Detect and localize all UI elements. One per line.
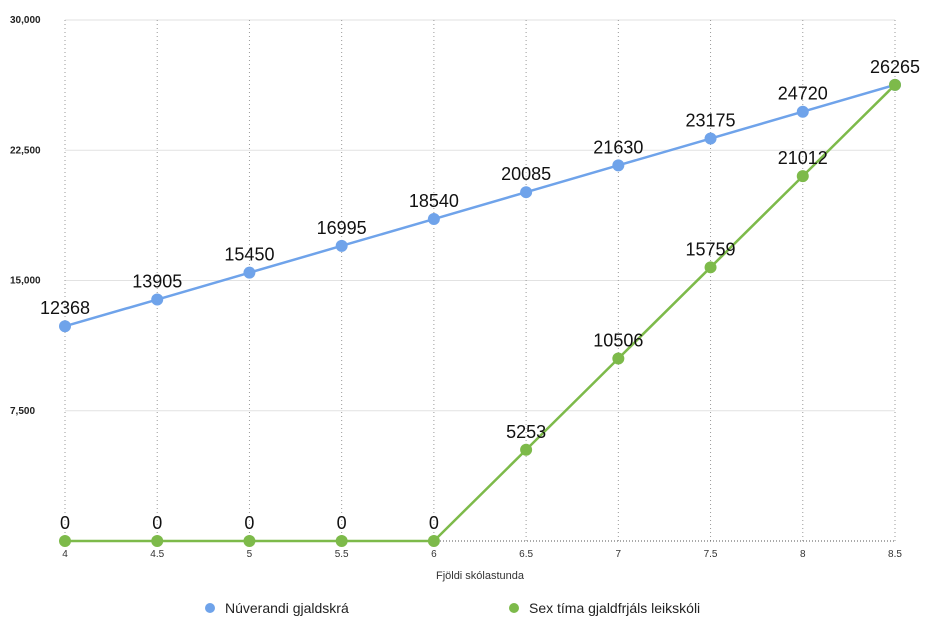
data-label: 18540 — [409, 191, 459, 211]
y-tick-label: 22,500 — [10, 145, 41, 156]
legend-item: Núverandi gjaldskrá — [205, 600, 349, 616]
data-label: 21630 — [593, 137, 643, 157]
data-point — [151, 293, 164, 306]
data-point — [151, 535, 164, 547]
x-tick-label: 8.5 — [888, 549, 902, 560]
series-line — [65, 83, 896, 543]
data-point — [59, 535, 71, 547]
data-point — [704, 132, 717, 145]
data-label: 15759 — [686, 239, 736, 259]
data-label: 0 — [337, 513, 347, 533]
x-axis-label: Fjöldi skólastunda — [436, 570, 525, 582]
data-label: 5253 — [506, 422, 546, 442]
series-group — [59, 78, 901, 547]
data-point — [612, 352, 625, 365]
data-point — [427, 213, 440, 226]
data-point — [427, 535, 440, 547]
data-label: 15450 — [224, 245, 274, 265]
data-labels: 12368 13905 15450 16995 18540 20085 21630 23175… — [40, 57, 920, 533]
x-axis-ticks: 4 4.5 5 5.5 6 6.5 7 7.5 8 8.5 — [62, 549, 902, 560]
data-label: 16995 — [317, 218, 367, 238]
grid — [64, 19, 896, 542]
data-label: 24720 — [778, 84, 828, 104]
data-point — [243, 266, 256, 279]
x-tick-label: 5 — [247, 549, 253, 560]
line-chart: 7,500 15,000 22,500 30,000 4 4.5 5 5.5 6 6.5 7 7.5… — [10, 15, 920, 582]
legend-label: Sex tíma gjaldfrjáls leikskóli — [529, 600, 701, 616]
data-label: 0 — [60, 513, 70, 533]
data-point — [335, 535, 348, 547]
data-label: 0 — [152, 513, 162, 533]
data-point — [335, 239, 348, 252]
y-axis-ticks: 7,500 15,000 22,500 30,000 — [10, 15, 41, 417]
x-tick-label: 7.5 — [704, 549, 718, 560]
x-tick-label: 6 — [431, 549, 437, 560]
data-label: 0 — [244, 513, 254, 533]
y-tick-label: 15,000 — [10, 276, 41, 287]
data-point — [520, 443, 533, 456]
legend-item: Sex tíma gjaldfrjáls leikskóli — [509, 600, 700, 616]
data-point — [520, 186, 533, 199]
data-label: 12368 — [40, 298, 90, 318]
legend-swatch — [509, 603, 519, 613]
data-point — [796, 105, 809, 118]
x-tick-label: 4 — [62, 549, 68, 560]
x-tick-label: 5.5 — [335, 549, 349, 560]
y-tick-label: 7,500 — [10, 406, 35, 417]
legend: Núverandi gjaldskrá Sex tíma gjaldfrjáls… — [0, 600, 927, 620]
data-label: 21012 — [778, 148, 828, 168]
data-point — [889, 78, 901, 91]
y-tick-label: 30,000 — [10, 15, 41, 26]
x-tick-label: 8 — [800, 549, 806, 560]
data-point — [59, 320, 71, 333]
data-point — [704, 261, 717, 274]
data-point — [243, 535, 256, 547]
data-label: 26265 — [870, 57, 920, 77]
x-tick-label: 4.5 — [150, 549, 164, 560]
data-point — [796, 170, 809, 183]
x-tick-label: 7 — [616, 549, 622, 560]
legend-swatch — [205, 603, 215, 613]
series-line — [64, 83, 896, 328]
data-label: 0 — [429, 513, 439, 533]
data-point — [612, 159, 625, 172]
data-label: 20085 — [501, 164, 551, 184]
x-tick-label: 6.5 — [519, 549, 533, 560]
data-label: 13905 — [132, 272, 182, 292]
data-label: 23175 — [686, 111, 736, 131]
legend-label: Núverandi gjaldskrá — [225, 600, 349, 616]
data-label: 10506 — [593, 331, 643, 351]
